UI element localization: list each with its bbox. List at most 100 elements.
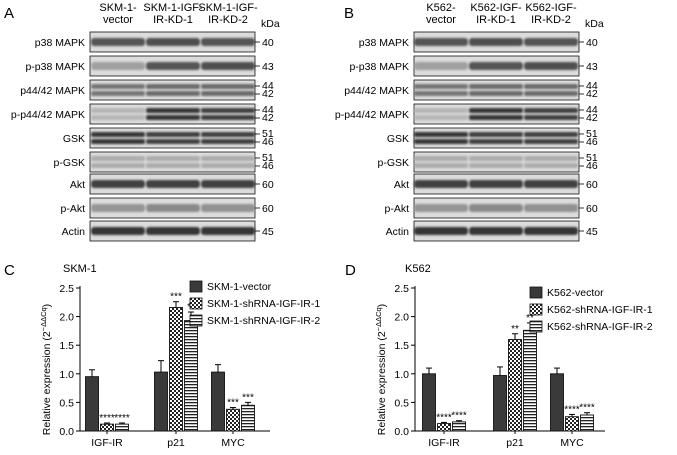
bar-chart-k562: K562 Relative expression (2−ΔΔCq) 0.0 0.5 1.…	[374, 263, 653, 449]
lane-label: K562-IGF-	[470, 2, 522, 14]
blot-row-label: p-Akt	[60, 203, 85, 215]
y-tick-label: 2.5	[394, 283, 409, 295]
kda-marker-label: 44	[586, 104, 598, 116]
blot-strip	[89, 103, 256, 125]
y-axis-label: Relative expression (2−ΔΔCq)	[374, 304, 388, 435]
blot-band	[524, 163, 578, 168]
blot-band	[414, 84, 468, 89]
blot-strip	[89, 151, 256, 173]
blot-strip	[89, 79, 256, 101]
legend-label: K562-shRNA-IGF-IR-1	[547, 304, 653, 316]
blot-band	[91, 91, 145, 96]
kda-marker-label: 51	[262, 128, 274, 140]
x-tick-label: p21	[506, 437, 524, 449]
lane-label: IR-KD-1	[476, 14, 516, 26]
panel-letter-b: B	[344, 5, 354, 22]
blot-band	[201, 180, 255, 188]
kda-marker-label: 45	[586, 226, 598, 238]
kda-marker-label: 43	[586, 61, 598, 73]
significance-label: ****	[564, 404, 580, 415]
significance-label: ****	[436, 412, 452, 423]
blot-band	[146, 115, 200, 120]
legend-label: SKM-1-shRNA-IGF-IR-1	[207, 298, 320, 310]
kda-marker-label: 60	[586, 179, 598, 191]
kda-marker-label: 44	[586, 80, 598, 92]
blot-band	[91, 38, 145, 46]
blot-strip	[413, 127, 580, 149]
blot-band	[469, 62, 523, 70]
panel-letter-a: A	[4, 5, 14, 22]
bar	[85, 376, 99, 432]
y-tick-label: 2.5	[59, 283, 74, 295]
kda-marker-label: 42	[586, 112, 598, 124]
blot-band	[91, 180, 145, 188]
blot-band	[414, 139, 468, 144]
blot-band	[414, 115, 468, 120]
panel-letter-c: C	[4, 262, 15, 279]
blot-band	[414, 163, 468, 168]
blot-band	[146, 84, 200, 89]
blot-row-label: GSK	[387, 133, 409, 145]
blot-band	[469, 91, 523, 96]
legend-swatch	[189, 314, 203, 327]
kda-marker-label: 46	[586, 136, 598, 148]
legend-label: SKM-1-vector	[207, 281, 272, 293]
blot-band	[414, 156, 468, 161]
chart-title: K562	[405, 263, 431, 275]
lane-label: IR-KD-2	[208, 14, 248, 26]
blot-band	[146, 38, 200, 46]
kda-marker-label: 40	[262, 37, 274, 49]
blot-row-label: p-GSK	[53, 157, 85, 169]
blot-band	[524, 139, 578, 144]
blot-band	[469, 132, 523, 137]
blot-row-label: Akt	[70, 179, 85, 191]
blot-band	[524, 132, 578, 137]
blot-band	[91, 115, 145, 120]
significance-label: **	[511, 324, 519, 335]
kda-marker-label: 51	[586, 128, 598, 140]
lane-label: SKM-1-IGF-	[198, 2, 258, 14]
blot-row-label: GSK	[63, 133, 85, 145]
legend-label: K562-vector	[547, 287, 604, 299]
bar	[550, 373, 564, 432]
blot-band	[91, 204, 145, 212]
blot-band	[201, 38, 255, 46]
blot-band	[469, 108, 523, 113]
bar	[452, 421, 466, 432]
blot-row-label: p-p38 MAPK	[349, 61, 409, 73]
blot-band	[91, 108, 145, 113]
lane-label: SKM-1-IGF-	[143, 2, 203, 14]
blot-band	[91, 84, 145, 89]
y-tick-label: 1.0	[394, 369, 409, 381]
blot-band	[146, 108, 200, 113]
y-tick-label: 0.5	[394, 397, 409, 409]
blot-band	[524, 227, 578, 235]
blot-row-label: Actin	[386, 226, 410, 238]
bar	[523, 329, 537, 432]
y-axis-label-close: )	[41, 304, 53, 308]
blot-band	[524, 91, 578, 96]
blot-strip	[413, 79, 580, 101]
blot-row-label: p-Akt	[384, 203, 409, 215]
kda-marker-label: 44	[262, 104, 274, 116]
blot-band	[524, 38, 578, 46]
y-axis-label: Relative expression (2−ΔΔCq)	[39, 304, 53, 435]
lane-label: SKM-1-	[99, 2, 137, 14]
blot-band	[146, 139, 200, 144]
legend-swatch	[529, 286, 543, 299]
blot-row-label: p-GSK	[377, 157, 409, 169]
blot-band	[524, 204, 578, 212]
y-axis-label-superscript: −ΔΔCq	[39, 307, 48, 331]
bar	[115, 423, 129, 432]
kda-unit-label: kDa	[261, 18, 280, 30]
bar-chart-skm1: SKM-1 Relative expression (2−ΔΔCq) 0.0 0.5 1…	[39, 263, 320, 449]
blot-band	[201, 132, 255, 137]
blot-band	[414, 132, 468, 137]
x-tick-label: p21	[167, 437, 185, 449]
kda-marker-label: 60	[262, 179, 274, 191]
kda-marker-label: 42	[586, 88, 598, 100]
blot-band	[201, 62, 255, 70]
x-tick-label: IGF-IR	[428, 437, 460, 449]
lane-label: IR-KD-1	[153, 14, 193, 26]
blot-strip	[413, 151, 580, 173]
